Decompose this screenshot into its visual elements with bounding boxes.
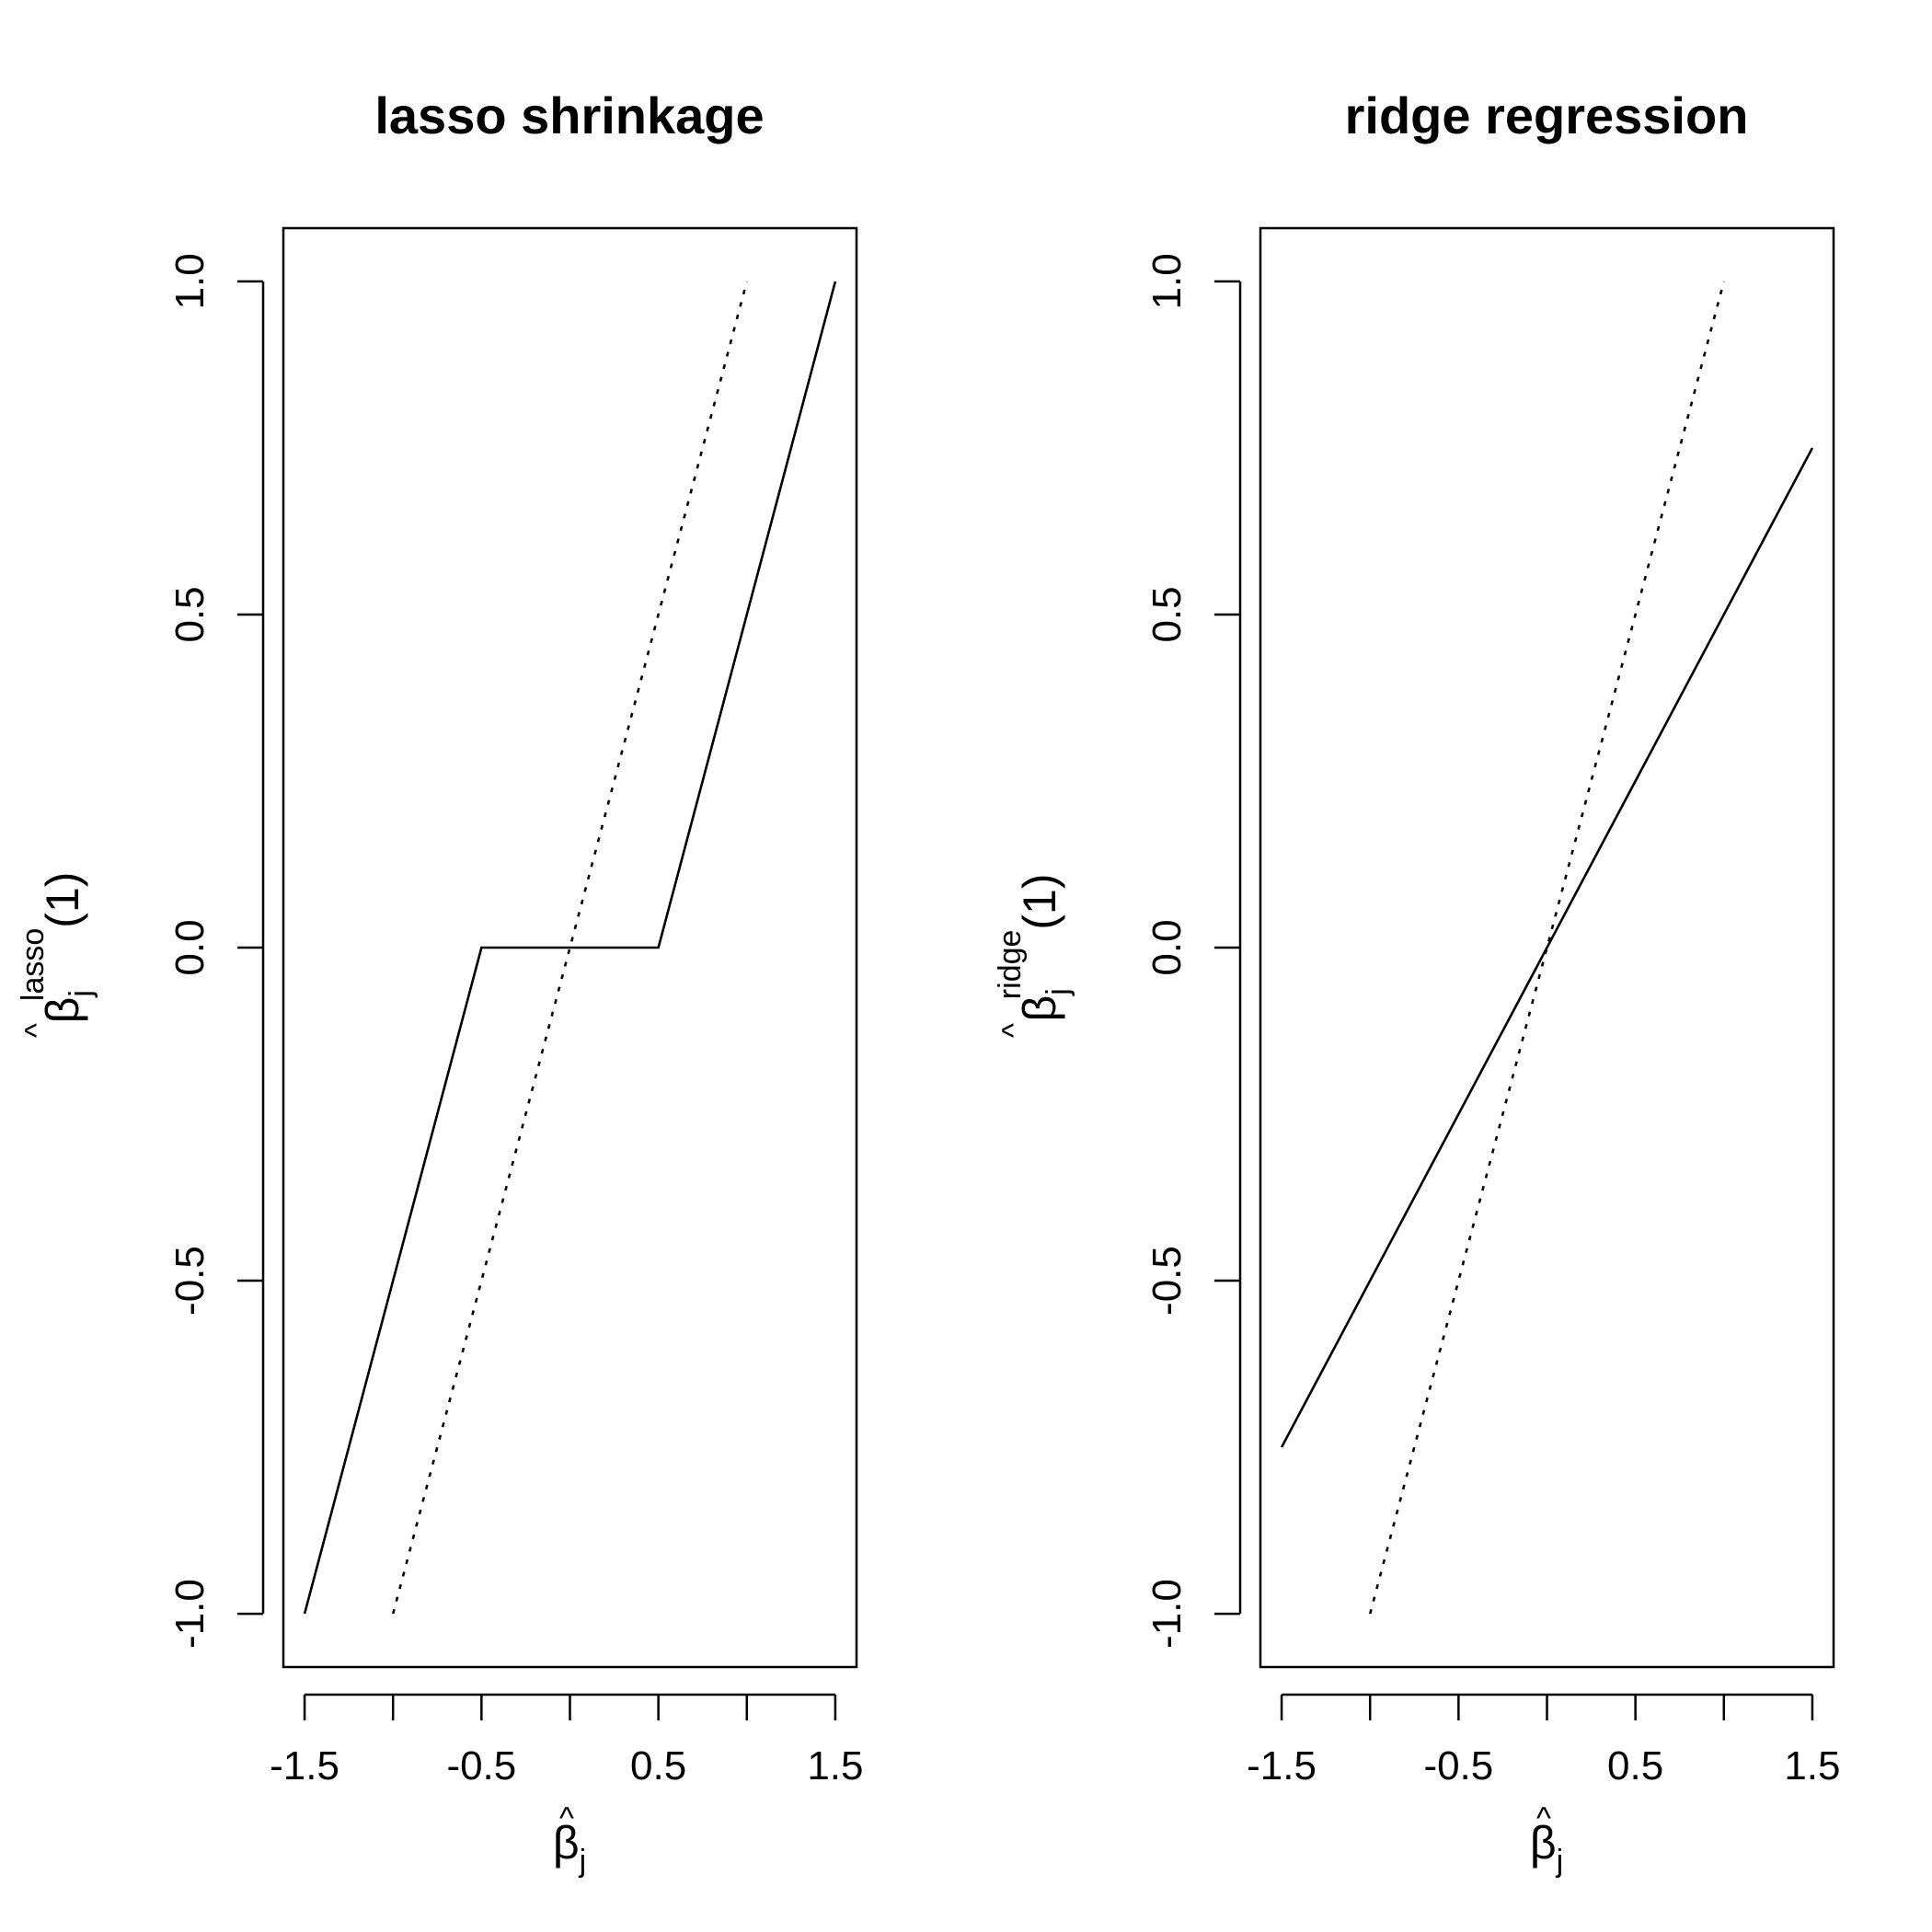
y-tick-label: 1.0: [1144, 253, 1190, 309]
series-line: [1280, 447, 1814, 1448]
reference-line: [391, 281, 749, 1615]
y-tick-label: 0.0: [167, 919, 213, 975]
y-axis-label-hat: ^: [19, 1023, 54, 1038]
plot-frame: [1259, 226, 1835, 1669]
ridge-panel: ridge regression -1.5 -0.5 0.5 1.5 -1.0 -0.5…: [993, 86, 1841, 1879]
x-tick-label: -1.5: [270, 1743, 339, 1788]
x-axis-label: βj: [553, 1817, 586, 1879]
y-axis-label: βjridge(1): [993, 873, 1075, 1021]
x-tick-label: -0.5: [1423, 1743, 1493, 1788]
y-tick-label: -1.0: [1144, 1579, 1190, 1649]
lasso-panel: lasso shrinkage -1.5 -0.5 0.5 1.5 -1.0 -0.5 0…: [16, 86, 864, 1879]
x-tick-label: -1.5: [1247, 1743, 1317, 1788]
x-tick-label: 0.5: [1607, 1743, 1663, 1788]
series-line: [303, 281, 837, 1615]
y-tick-label: 0.5: [167, 586, 213, 642]
y-tick-label: 0.5: [1144, 586, 1190, 642]
y-tick-label: 1.0: [167, 253, 213, 309]
y-tick-label: 0.0: [1144, 919, 1190, 975]
x-tick-label: 0.5: [630, 1743, 686, 1788]
y-tick-label: -0.5: [1144, 1246, 1190, 1316]
x-axis-label: βj: [1530, 1817, 1563, 1879]
chart-title: lasso shrinkage: [374, 86, 764, 144]
x-tick-label: 1.5: [1784, 1743, 1840, 1788]
x-tick-label: -0.5: [446, 1743, 516, 1788]
chart-title: ridge regression: [1345, 86, 1749, 144]
plot-frame: [282, 226, 858, 1669]
x-axis-label-hat: ^: [559, 1801, 574, 1836]
reference-line: [1368, 281, 1726, 1615]
y-axis-label-hat: ^: [996, 1023, 1031, 1038]
y-tick-label: -1.0: [167, 1579, 213, 1649]
y-axis-label: βjlasso(1): [16, 872, 98, 1024]
x-axis-label-hat: ^: [1536, 1801, 1551, 1836]
x-tick-label: 1.5: [807, 1743, 863, 1788]
y-tick-label: -0.5: [167, 1246, 213, 1316]
